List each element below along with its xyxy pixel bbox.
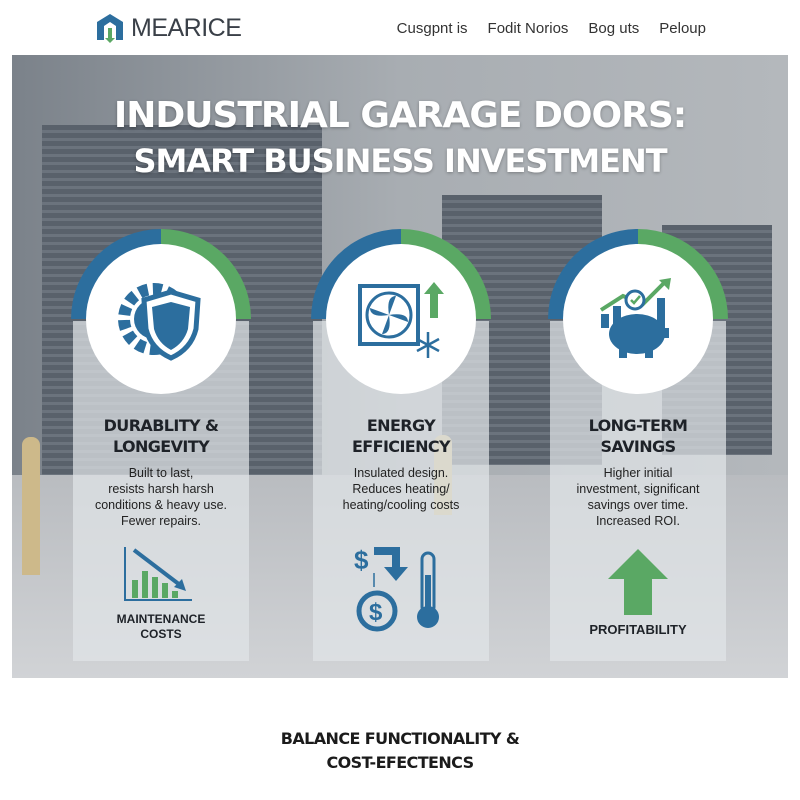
- declining-bar-chart-icon: [124, 547, 192, 601]
- svg-text:$: $: [369, 599, 383, 626]
- hero-banner: INDUSTRIAL GARAGE DOORS: SMART BUSINESS …: [12, 55, 788, 678]
- nav-item[interactable]: Peloup: [659, 20, 706, 37]
- nav-item[interactable]: Cusgpnt is: [396, 20, 468, 37]
- top-nav: MEARICE Cusgpnt is Fodit Norios Bog uts …: [0, 0, 800, 55]
- up-arrow-icon: [608, 549, 668, 615]
- gear-shield-icon: [118, 283, 201, 361]
- card-description: Higher initial investment, significant sav…: [576, 466, 700, 528]
- logo[interactable]: MEARICE: [95, 12, 242, 44]
- card-title: ENERGY EFFICIENCY: [351, 416, 451, 456]
- fan-snowflake-icon: [358, 282, 444, 358]
- icon-ring: [71, 229, 251, 409]
- card-title: DURABLITY & LONGEVITY: [103, 416, 219, 456]
- nav-item[interactable]: Bog uts: [588, 20, 640, 37]
- icon-ring: [311, 229, 491, 409]
- piggy-bank-growth-icon: [599, 278, 671, 358]
- icon-ring: [548, 229, 728, 409]
- brand-name: MEARICE: [131, 13, 242, 42]
- card-description: Insulated design. Reduces heating/heating…: [342, 466, 460, 512]
- dollar-thermometer-icon: $$: [354, 545, 439, 632]
- svg-text:$: $: [354, 545, 369, 575]
- card-caption: MAINTENANCE COSTS: [116, 612, 206, 641]
- hero-title: INDUSTRIAL GARAGE DOORS: SMART BUSINESS …: [113, 95, 687, 180]
- card-description: Built to last, resists harsh harsh conditi…: [94, 466, 228, 528]
- card-caption: PROFITABILITY: [589, 622, 687, 637]
- nav-menu: Cusgpnt is Fodit Norios Bog uts Peloup: [397, 20, 706, 37]
- nav-item[interactable]: Fodit Norios: [487, 20, 569, 37]
- bollard: [22, 437, 40, 575]
- card-title: LONG-TERM SAVINGS: [588, 416, 688, 456]
- logo-icon: [97, 14, 123, 43]
- footer-tagline: BALANCE FUNCTIONALITY & COST-EFECTENCS: [280, 729, 520, 772]
